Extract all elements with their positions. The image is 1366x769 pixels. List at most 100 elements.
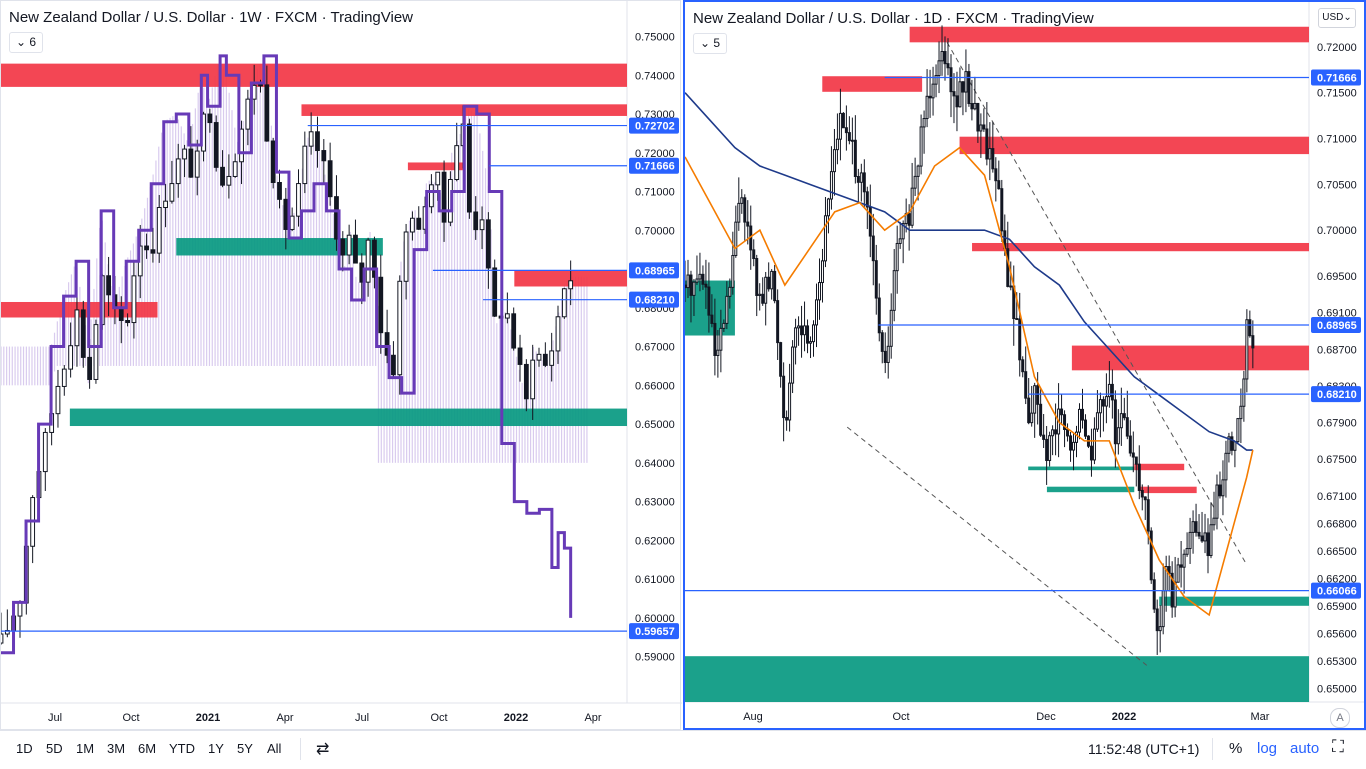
candle-body (991, 148, 995, 170)
weekly-chart-canvas[interactable]: 0.750000.740000.730000.720000.710000.700… (1, 1, 682, 731)
price-tick-label: 0.65600 (1317, 628, 1357, 640)
candle-body (1191, 521, 1195, 533)
log-toggle[interactable]: log (1257, 740, 1278, 757)
candle-body (1242, 378, 1246, 407)
candle-body (725, 295, 729, 324)
candle-body (1036, 385, 1040, 405)
candle-body (473, 211, 479, 231)
level-price-badge (1311, 582, 1361, 599)
time-tick-label: 2022 (504, 712, 528, 724)
range-1m-button[interactable]: 1M (76, 741, 95, 756)
weekly-chart-pane[interactable]: 0.75000 0.74000 0.73000 0.72000 0.71000 0.700… (0, 0, 682, 731)
candle-body (150, 249, 156, 254)
candle-body (779, 342, 783, 377)
candle-body (1098, 399, 1102, 414)
candle-body (504, 313, 510, 319)
clock[interactable]: 11:52:48 (UTC+1) (1088, 741, 1200, 757)
candle-body (258, 84, 263, 87)
auto-scale-button[interactable]: A (1330, 708, 1350, 728)
candle-body (1015, 318, 1019, 321)
candle-body (1134, 456, 1138, 465)
red-zone (407, 162, 465, 171)
date-range-icon[interactable]: ⇄ (316, 741, 330, 758)
candle-body (931, 83, 935, 99)
candle-body (321, 150, 327, 162)
currency-button[interactable]: USD⌄ (1318, 8, 1356, 28)
percent-toggle[interactable]: % (1229, 740, 1243, 757)
daily-chart-pane[interactable]: 0.72000 0.71500 0.71000 0.70500 0.70000 0.695… (683, 0, 1366, 730)
divider (1212, 738, 1213, 760)
time-tick-label: Aug (743, 711, 763, 723)
candle-body (1033, 385, 1037, 414)
candle-body (862, 172, 866, 193)
range-5d-button[interactable]: 5D (46, 741, 63, 756)
candle-body (1221, 479, 1225, 497)
range-5y-button[interactable]: 5Y (237, 741, 253, 756)
candle-body (1030, 412, 1034, 424)
candle-body (1143, 496, 1147, 501)
candle-body (850, 139, 854, 142)
candle-body (555, 316, 561, 352)
candle-body (797, 325, 801, 329)
candle-body (1000, 188, 1004, 232)
green-zone (69, 408, 628, 427)
level-price-label: 0.59657 (635, 626, 675, 638)
candle-body (1042, 434, 1046, 440)
candle-body (1048, 435, 1052, 461)
time-tick-label: Apr (276, 712, 293, 724)
candle-body (785, 417, 789, 421)
candle-body (844, 127, 848, 134)
price-tick-label: 0.66500 (1317, 546, 1357, 558)
candle-body (156, 207, 162, 254)
candle-body (949, 67, 953, 93)
candle-body (1188, 531, 1192, 550)
fullscreen-icon[interactable]: ⛶ (1332, 737, 1344, 756)
candle-body (441, 171, 447, 223)
interval-button[interactable]: ⌄ 5 (693, 33, 727, 54)
candle-body (934, 75, 938, 85)
range-ytd-button[interactable]: YTD (169, 741, 195, 756)
candle-body (946, 63, 950, 69)
range-all-button[interactable]: All (267, 741, 282, 756)
candle-body (302, 145, 308, 185)
price-tick-label: 0.66000 (635, 380, 675, 392)
candle-body (764, 276, 768, 304)
candle-body (922, 118, 926, 128)
candle-body (106, 275, 112, 296)
red-zone (822, 76, 923, 92)
ema-fast-line (685, 146, 1254, 617)
auto-toggle[interactable]: auto (1290, 740, 1320, 757)
candle-body (1066, 428, 1070, 437)
ichimoku-lagging-line (1, 54, 573, 655)
level-price-label: 0.68210 (635, 295, 675, 307)
range-1y-button[interactable]: 1Y (208, 741, 224, 756)
candle-body (1230, 436, 1234, 451)
candle-body (454, 145, 460, 180)
candle-body (220, 166, 225, 186)
green-zone (1046, 486, 1135, 493)
candle-body (353, 234, 358, 264)
red-zone (959, 136, 1309, 155)
candle-body (1069, 435, 1073, 451)
candle-body (1251, 335, 1255, 349)
daily-chart-canvas[interactable]: 0.72000 0.71500 0.71000 0.70500 0.70000 0.695… (685, 2, 1364, 728)
candle-body (737, 202, 741, 223)
candle-body (979, 124, 983, 132)
candle-body (880, 332, 884, 352)
candle-body (788, 382, 792, 421)
price-tick-label: 0.70000 (635, 225, 675, 237)
price-tick-label: 0.67900 (1317, 418, 1357, 430)
range-3m-button[interactable]: 3M (107, 741, 126, 756)
price-tick-label: 0.71500 (1317, 88, 1357, 100)
candle-body (1173, 581, 1177, 608)
range-1d-button[interactable]: 1D (16, 741, 33, 756)
candle-body (973, 102, 977, 110)
range-6m-button[interactable]: 6M (138, 741, 157, 756)
candle-body (1206, 532, 1210, 557)
candle-body (988, 148, 992, 160)
candle-body (883, 350, 887, 363)
candle-body (776, 300, 780, 344)
candle-body (365, 239, 371, 283)
interval-button[interactable]: ⌄ 6 (9, 32, 43, 53)
candle-body (1092, 428, 1096, 461)
